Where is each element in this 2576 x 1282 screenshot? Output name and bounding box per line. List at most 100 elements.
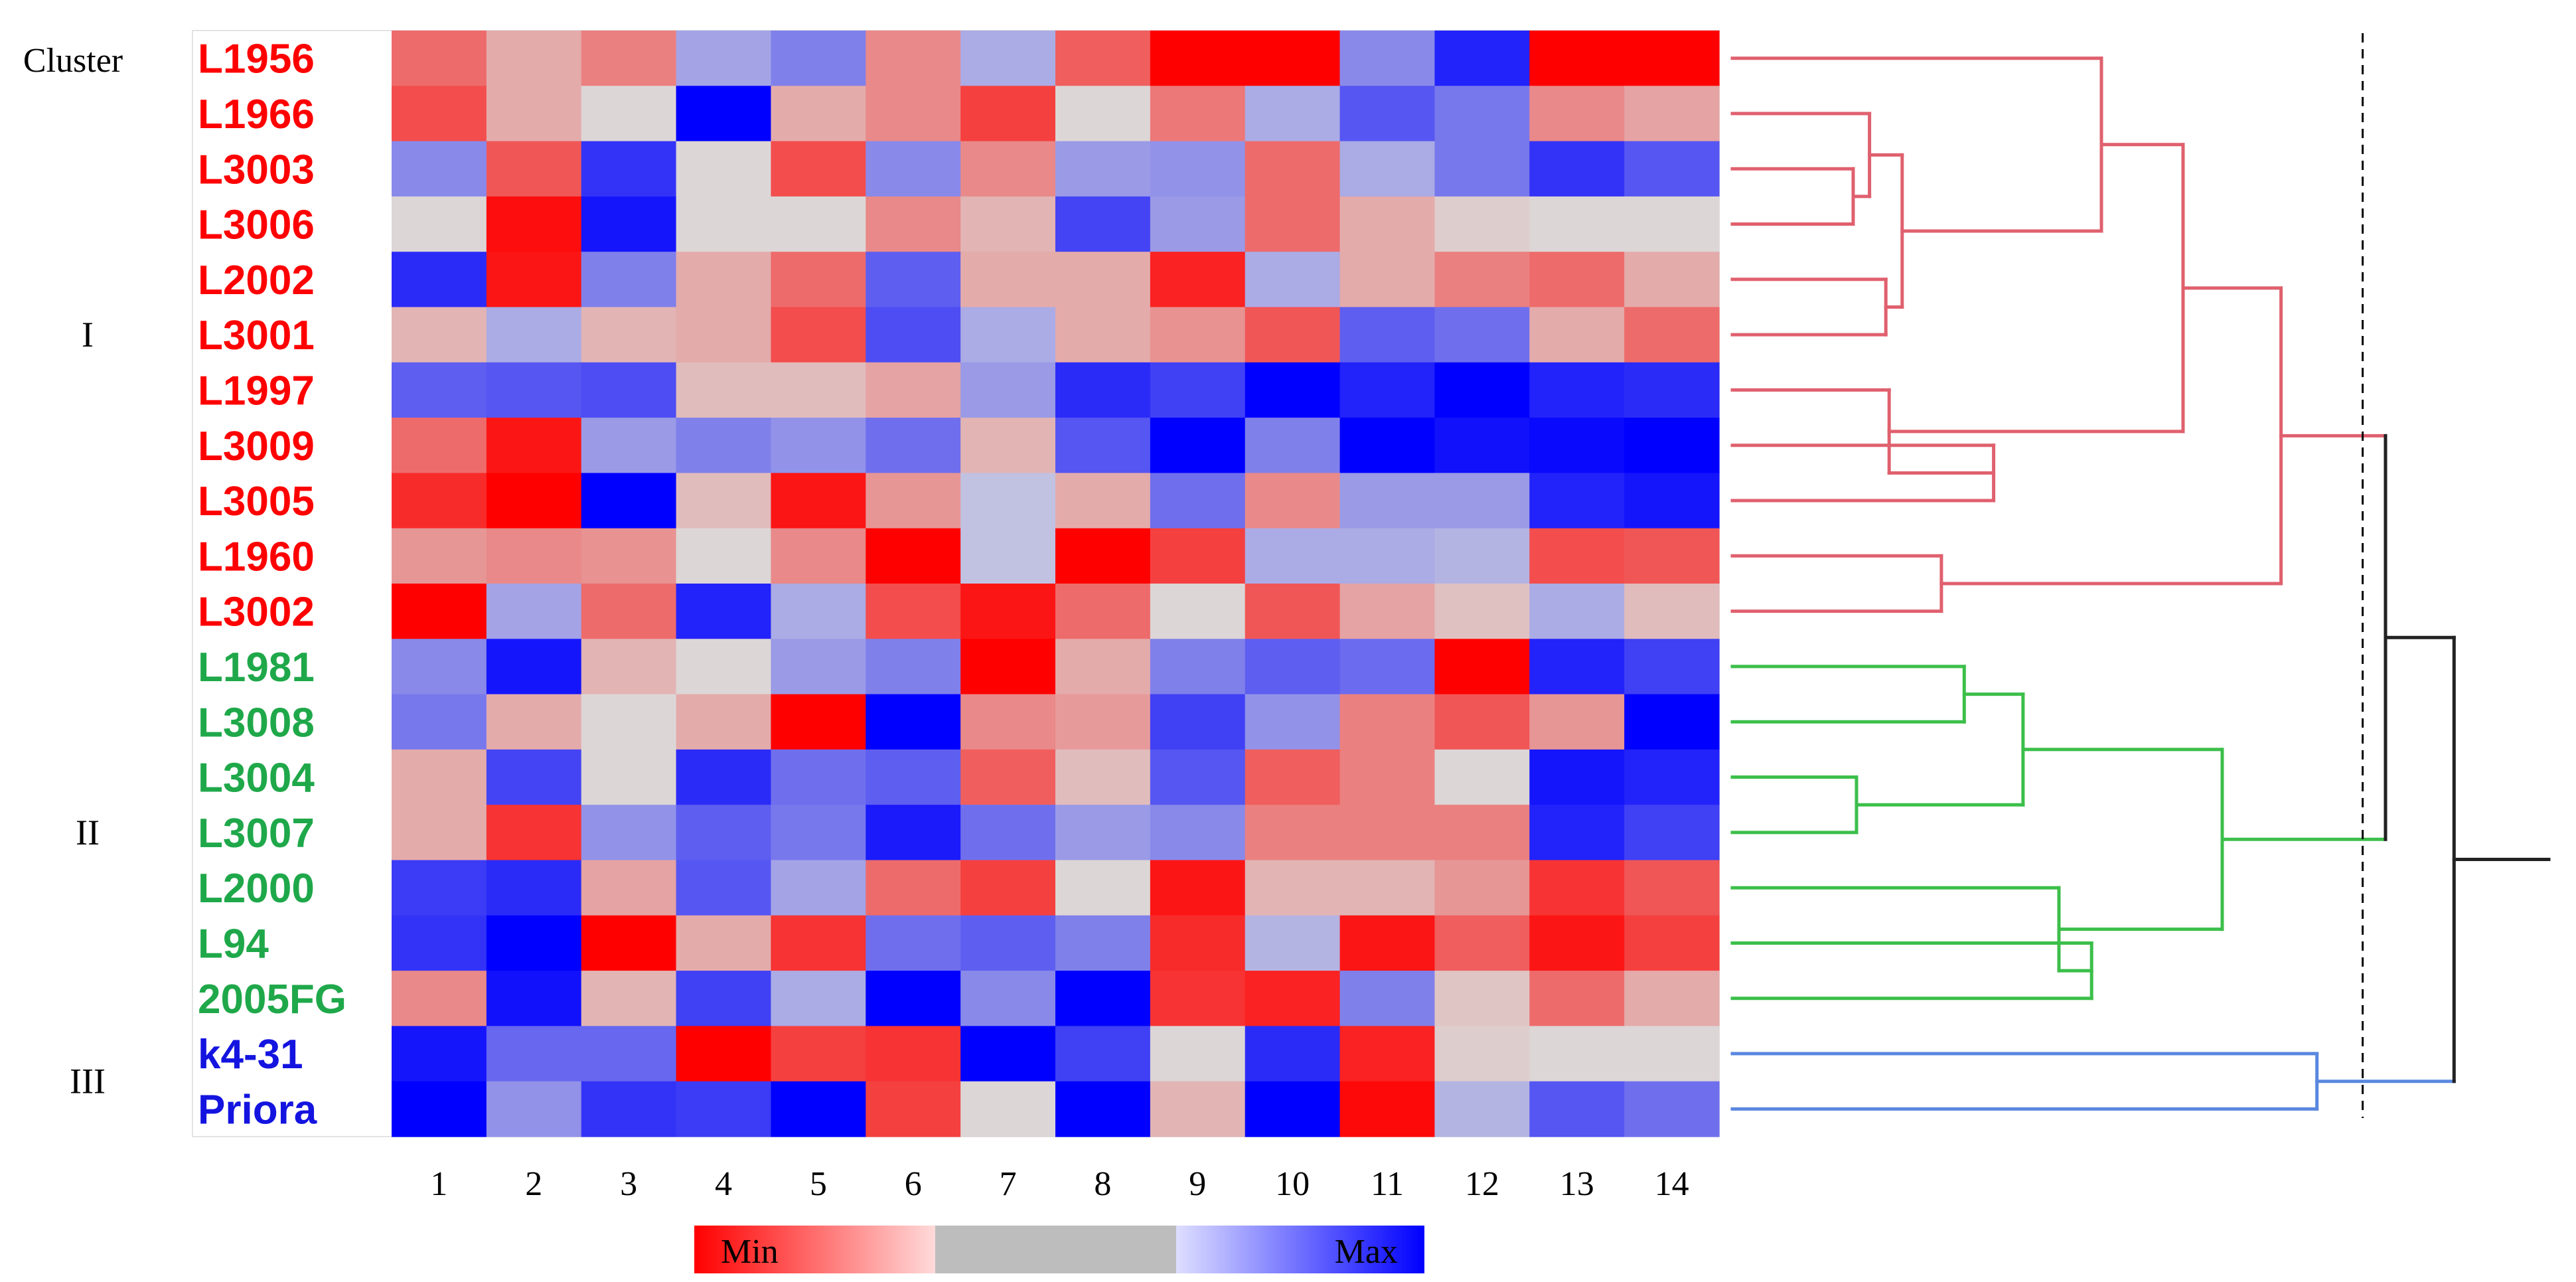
heatmap-cell bbox=[392, 528, 487, 584]
heatmap-cell bbox=[581, 196, 677, 252]
heatmap-cell bbox=[771, 141, 866, 197]
heatmap-cell bbox=[771, 31, 866, 86]
heatmap-cell bbox=[771, 971, 866, 1026]
heatmap-cell bbox=[1150, 915, 1246, 971]
heatmap-cell bbox=[960, 252, 1056, 308]
heatmap-cell bbox=[1529, 473, 1625, 529]
heatmap-cell bbox=[392, 307, 487, 363]
heatmap-cell bbox=[1055, 805, 1151, 861]
heatmap-cell bbox=[1434, 31, 1530, 86]
heatmap-cell bbox=[486, 639, 582, 695]
heatmap-cell bbox=[1245, 473, 1341, 529]
heatmap-cell bbox=[676, 252, 772, 308]
heatmap-cell bbox=[1434, 805, 1530, 861]
heatmap-cell bbox=[1434, 252, 1530, 308]
heatmap-cell bbox=[866, 473, 961, 529]
heatmap-cell bbox=[1339, 749, 1436, 805]
heatmap-cell bbox=[1529, 86, 1625, 142]
heatmap-cell bbox=[486, 196, 582, 252]
heatmap-cell bbox=[1055, 418, 1151, 473]
heatmap-cell bbox=[866, 1026, 961, 1082]
heatmap-cell bbox=[1529, 528, 1625, 584]
heatmap-cell bbox=[1434, 694, 1530, 750]
heatmap-cell bbox=[866, 971, 961, 1026]
heatmap-cell bbox=[392, 860, 487, 916]
heatmap-cell bbox=[1434, 749, 1530, 805]
legend-min-gradient bbox=[694, 1226, 935, 1273]
heatmap-cell bbox=[1624, 473, 1720, 529]
heatmap-cell bbox=[1150, 418, 1246, 473]
heatmap-cell bbox=[1245, 749, 1341, 805]
heatmap-cell bbox=[1339, 694, 1436, 750]
heatmap-cell bbox=[1150, 1081, 1246, 1137]
heatmap-cell bbox=[486, 860, 582, 916]
heatmap-cell bbox=[1150, 141, 1246, 197]
heatmap-cell bbox=[1245, 418, 1341, 473]
heatmap-cell bbox=[392, 86, 487, 142]
row-label: L1956 bbox=[198, 37, 315, 82]
heatmap-cell bbox=[1624, 584, 1720, 639]
heatmap-cell bbox=[1150, 860, 1246, 916]
row-label: L94 bbox=[198, 921, 269, 967]
heatmap-cell bbox=[960, 860, 1056, 916]
heatmap-cell bbox=[392, 639, 487, 695]
heatmap-cell bbox=[676, 1081, 772, 1137]
heatmap-cell bbox=[1055, 141, 1151, 197]
heatmap-cell bbox=[1055, 86, 1151, 142]
row-label: L3009 bbox=[198, 424, 315, 469]
heatmap-cell bbox=[676, 86, 772, 142]
heatmap-cell bbox=[1339, 86, 1436, 142]
heatmap-cell bbox=[486, 307, 582, 363]
heatmap-cell bbox=[392, 971, 487, 1026]
heatmap-cell bbox=[960, 915, 1056, 971]
heatmap-cell bbox=[1245, 694, 1341, 750]
heatmap-cell bbox=[392, 749, 487, 805]
heatmap-cell bbox=[676, 694, 772, 750]
heatmap-cell bbox=[581, 141, 677, 197]
heatmap-cell bbox=[866, 86, 961, 142]
heatmap-cell bbox=[581, 473, 677, 529]
column-label: 3 bbox=[620, 1165, 637, 1203]
heatmap-cell bbox=[1339, 860, 1436, 916]
heatmap-cell bbox=[486, 971, 582, 1026]
heatmap-cell bbox=[581, 915, 677, 971]
heatmap-cell bbox=[1245, 584, 1341, 639]
heatmap-cell bbox=[866, 1081, 961, 1137]
row-label: L3006 bbox=[198, 202, 315, 248]
heatmap-cell bbox=[581, 1026, 677, 1082]
heatmap-cell bbox=[1055, 196, 1151, 252]
heatmap-cell bbox=[1245, 196, 1341, 252]
heatmap-cell bbox=[960, 528, 1056, 584]
cluster-label: II bbox=[76, 813, 100, 852]
heatmap-cell bbox=[486, 418, 582, 473]
column-label: 13 bbox=[1560, 1165, 1594, 1203]
heatmap-cell bbox=[866, 141, 961, 197]
heatmap-cell bbox=[1150, 307, 1246, 363]
heatmap-cell bbox=[771, 86, 866, 142]
heatmap-cell bbox=[392, 196, 487, 252]
heatmap-cell bbox=[1245, 307, 1341, 363]
heatmap-cell bbox=[676, 473, 772, 529]
heatmap-cell bbox=[960, 749, 1056, 805]
heatmap-cell bbox=[486, 915, 582, 971]
row-label: L3008 bbox=[198, 700, 315, 746]
column-label: 10 bbox=[1275, 1165, 1310, 1203]
heatmap-cell bbox=[1434, 528, 1530, 584]
heatmap-cell bbox=[392, 31, 487, 86]
heatmap-cell bbox=[1624, 1026, 1720, 1082]
heatmap-cell bbox=[1529, 252, 1625, 308]
heatmap-cell bbox=[486, 528, 582, 584]
legend-min-label: Min bbox=[721, 1233, 779, 1271]
heatmap-cell bbox=[1245, 252, 1341, 308]
heatmap-cell bbox=[581, 307, 677, 363]
heatmap-cell bbox=[1529, 749, 1625, 805]
heatmap-cell bbox=[1055, 307, 1151, 363]
cluster-label: I bbox=[82, 315, 94, 355]
color-legend: Min Max bbox=[694, 1226, 1424, 1273]
heatmap-cell bbox=[960, 1026, 1056, 1082]
heatmap-cell bbox=[1624, 418, 1720, 473]
heatmap-cell bbox=[676, 639, 772, 695]
heatmap-cell bbox=[771, 584, 866, 639]
heatmap-cell bbox=[1150, 86, 1246, 142]
